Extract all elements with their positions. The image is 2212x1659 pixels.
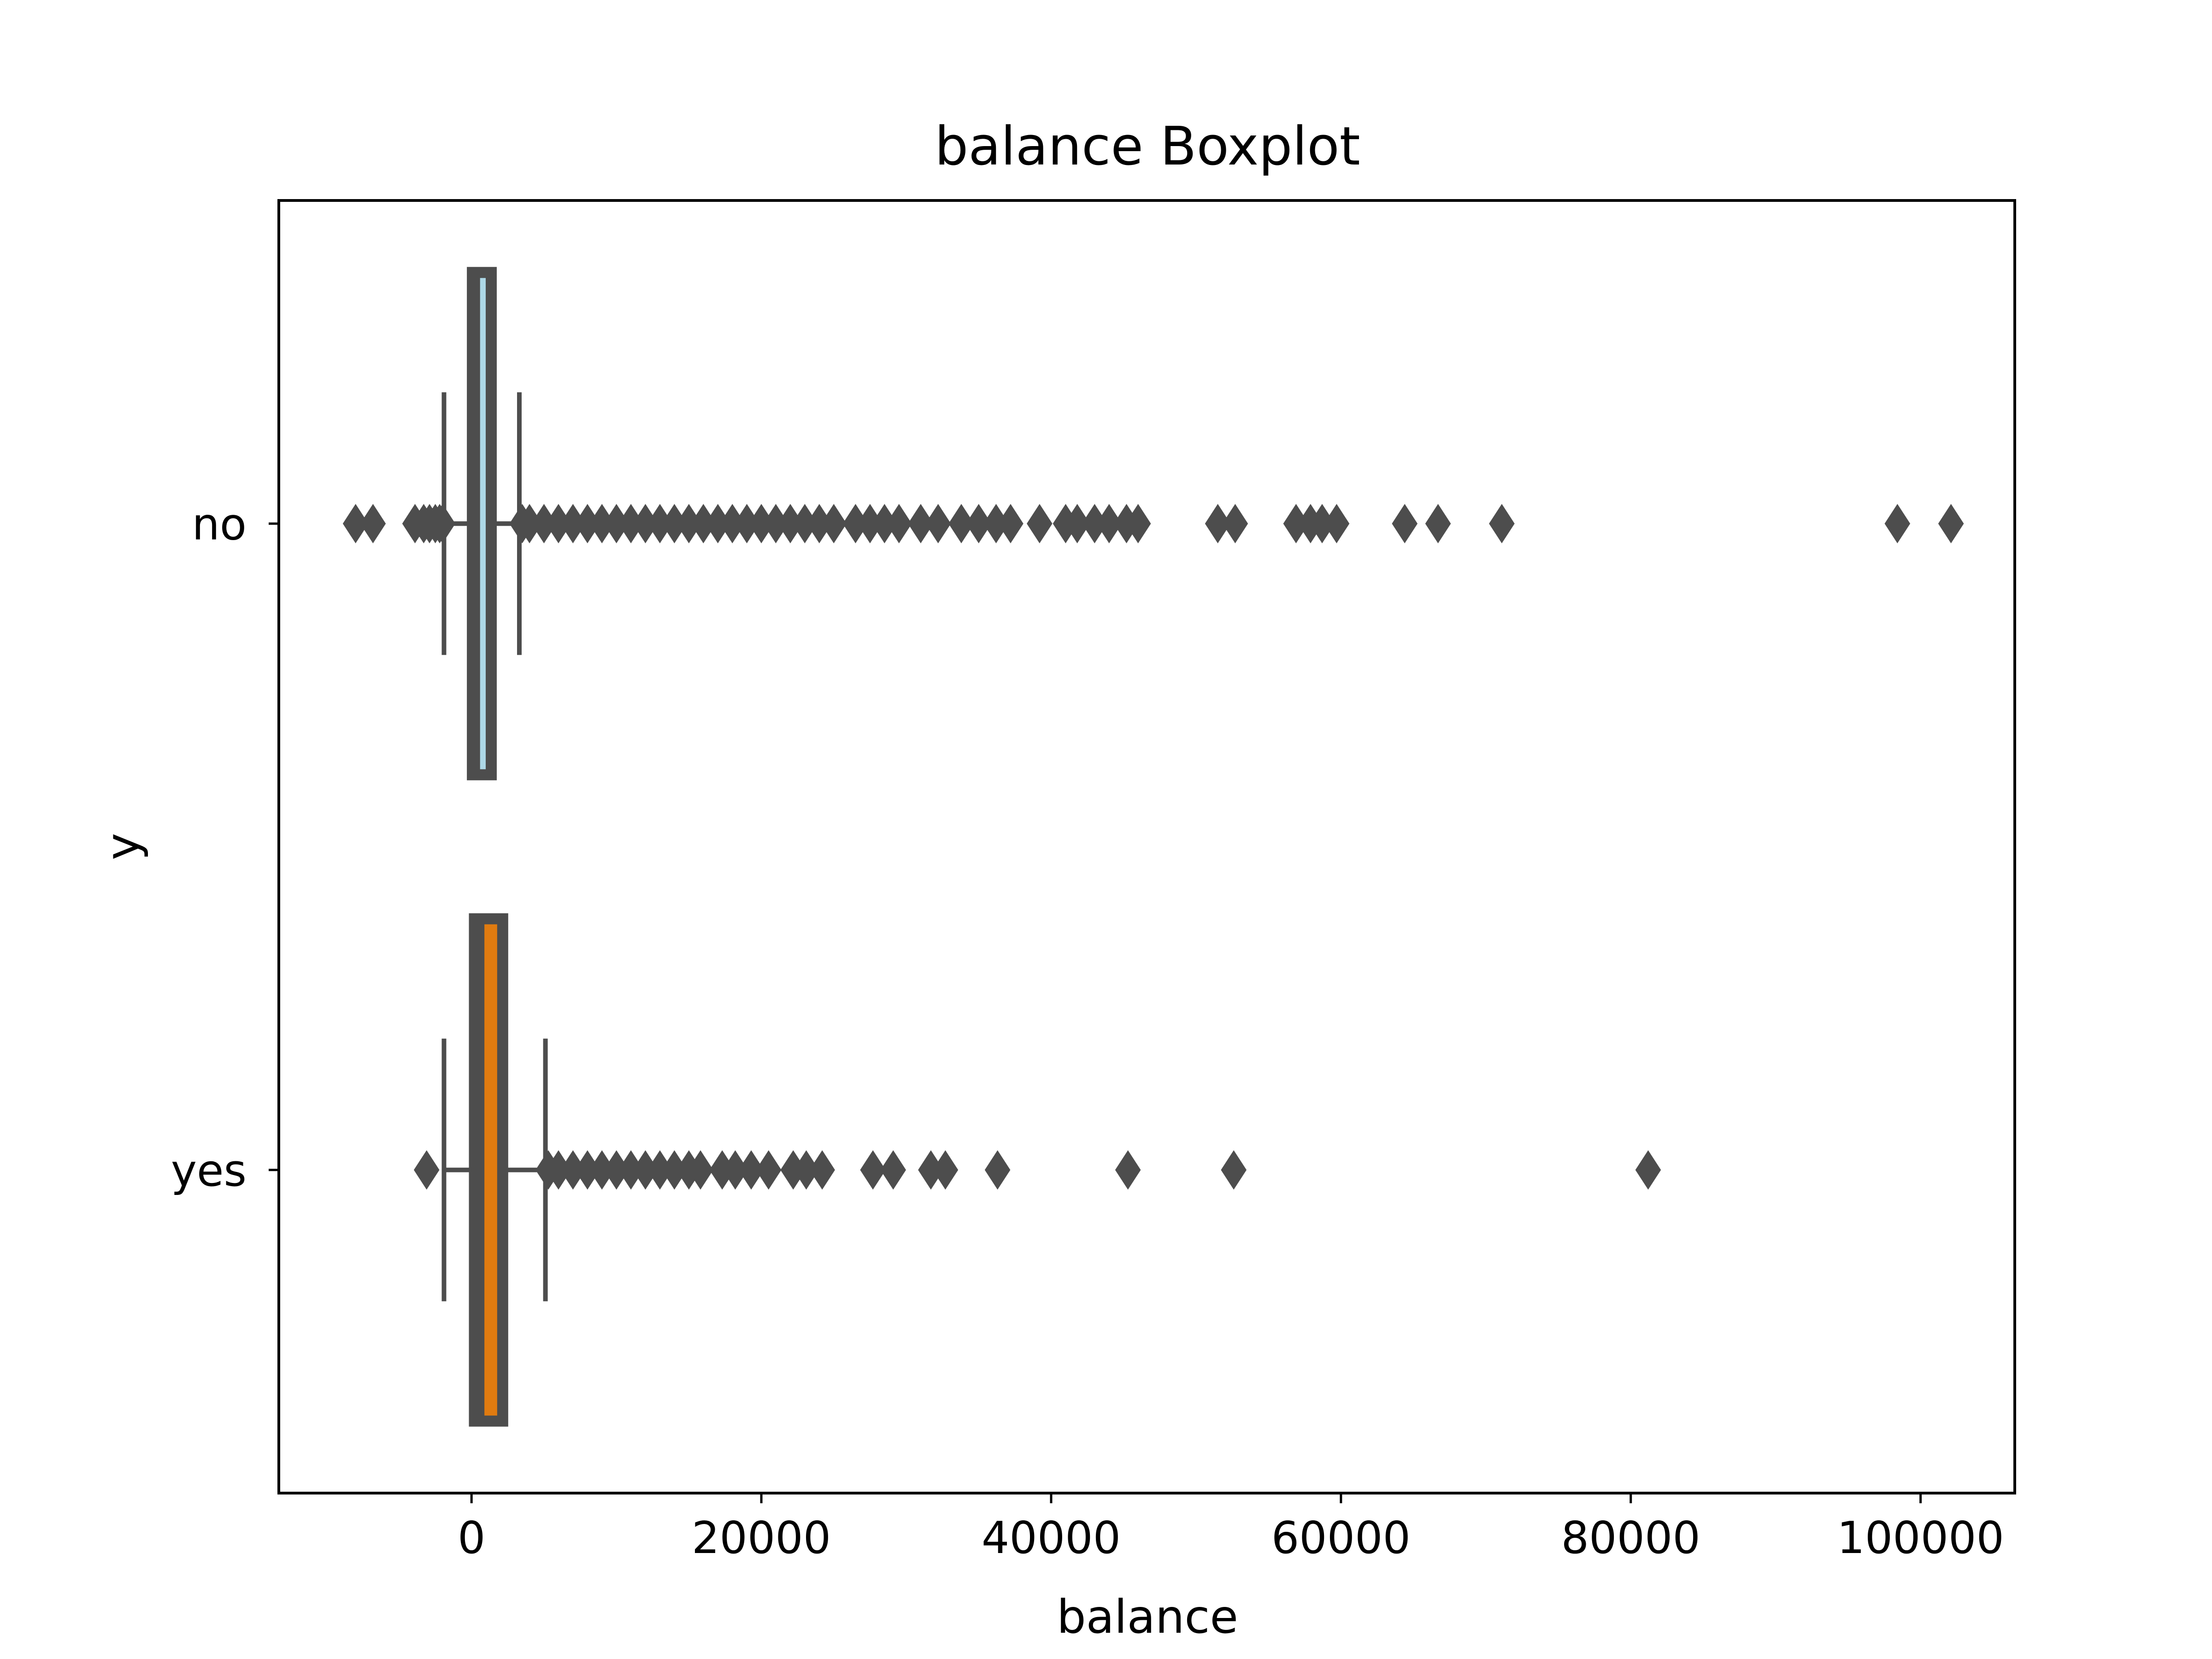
y-axis-ticks: no yes bbox=[171, 499, 279, 1196]
outlier-point bbox=[821, 504, 847, 544]
box-group-no bbox=[342, 267, 1964, 781]
x-tick-label: 80000 bbox=[1561, 1513, 1700, 1564]
y-tick-label: no bbox=[192, 499, 247, 550]
outlier-point bbox=[738, 1150, 764, 1190]
outlier-point bbox=[948, 504, 974, 544]
outlier-point bbox=[925, 504, 951, 544]
outlier-point bbox=[688, 1150, 713, 1190]
outlier-point bbox=[932, 1150, 959, 1190]
outlier-point bbox=[1221, 1150, 1247, 1190]
outlier-point bbox=[360, 504, 386, 544]
outlier-point bbox=[1222, 504, 1248, 544]
outlier-point bbox=[342, 504, 369, 544]
outlier-point bbox=[1635, 1150, 1661, 1190]
x-tick-label: 20000 bbox=[692, 1513, 831, 1564]
outlier-point bbox=[1884, 504, 1911, 544]
x-axis-label: balance bbox=[1057, 1590, 1238, 1644]
plot-marks bbox=[342, 267, 1964, 1427]
outlier-point bbox=[1489, 504, 1515, 544]
x-axis-ticks: 0 20000 40000 60000 80000 100000 bbox=[458, 1493, 2004, 1564]
outlier-point bbox=[886, 504, 912, 544]
box-yes bbox=[469, 913, 508, 1427]
y-axis-label: y bbox=[95, 833, 149, 860]
x-tick-label: 100000 bbox=[1837, 1513, 2004, 1564]
outlier-point bbox=[1392, 504, 1418, 544]
outlier-point bbox=[1096, 504, 1122, 544]
outlier-point bbox=[1324, 504, 1350, 544]
outlier-point bbox=[429, 504, 456, 544]
outlier-point bbox=[880, 1150, 906, 1190]
outlier-point bbox=[809, 1150, 835, 1190]
outlier-point bbox=[413, 1150, 440, 1190]
x-tick-label: 40000 bbox=[982, 1513, 1121, 1564]
x-tick-label: 60000 bbox=[1271, 1513, 1411, 1564]
outlier-point bbox=[1125, 504, 1151, 544]
outlier-point bbox=[1205, 504, 1231, 544]
x-tick-label: 0 bbox=[458, 1513, 485, 1564]
box-no bbox=[467, 267, 497, 781]
chart-title: balance Boxplot bbox=[935, 116, 1360, 177]
axes-frame bbox=[277, 199, 2016, 1494]
outlier-point bbox=[908, 504, 934, 544]
outlier-point bbox=[860, 1150, 886, 1190]
y-tick-label: yes bbox=[171, 1146, 247, 1196]
outlier-point bbox=[1938, 504, 1964, 544]
outlier-point bbox=[1027, 504, 1053, 544]
outlier-point bbox=[998, 504, 1024, 544]
outlier-point bbox=[1064, 504, 1090, 544]
outlier-point bbox=[1115, 1150, 1141, 1190]
outlier-point bbox=[1425, 504, 1451, 544]
outlier-point bbox=[984, 1150, 1011, 1190]
box-group-yes bbox=[413, 913, 1661, 1427]
outlier-point bbox=[965, 504, 992, 544]
outlier-point bbox=[756, 1150, 782, 1190]
